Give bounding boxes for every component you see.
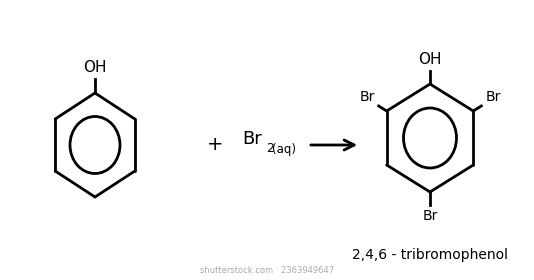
Text: Br: Br bbox=[242, 130, 262, 148]
Text: (aq): (aq) bbox=[272, 143, 296, 155]
Text: Br: Br bbox=[485, 90, 501, 104]
Text: +: + bbox=[207, 136, 223, 155]
Text: Br: Br bbox=[422, 209, 438, 223]
Text: 2: 2 bbox=[266, 143, 274, 155]
Text: shutterstock.com · 2363949647: shutterstock.com · 2363949647 bbox=[200, 266, 334, 275]
Text: Br: Br bbox=[359, 90, 375, 104]
Text: OH: OH bbox=[83, 60, 107, 75]
Text: 2,4,6 - tribromophenol: 2,4,6 - tribromophenol bbox=[352, 248, 508, 262]
Text: OH: OH bbox=[418, 52, 442, 67]
